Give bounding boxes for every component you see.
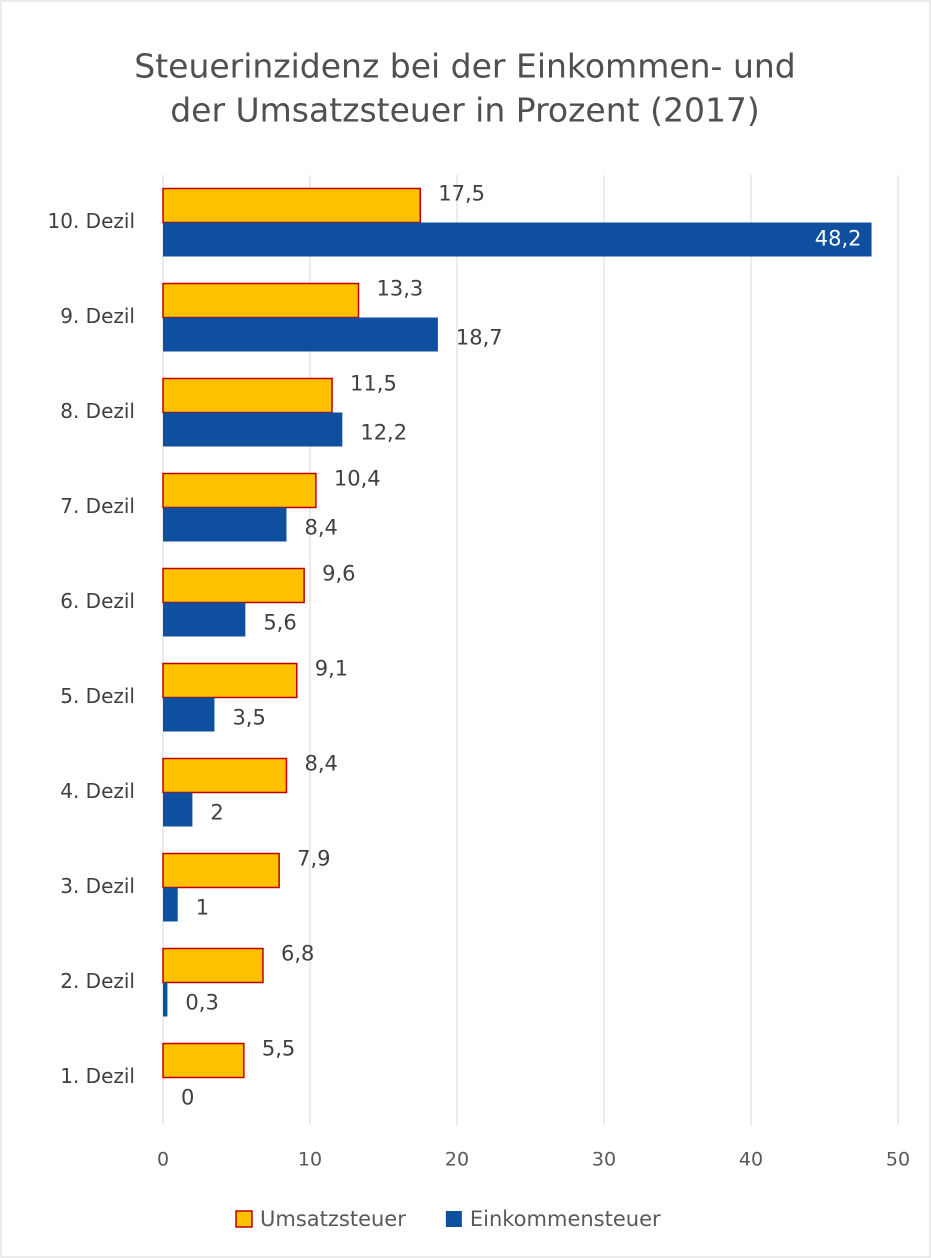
bar [162,187,421,224]
bar [162,377,333,414]
bar [163,792,193,827]
value-label: 48,2 [815,227,862,251]
bar [163,602,246,637]
bar [163,412,343,447]
x-tick-label: 20 [445,1149,469,1171]
bar [163,507,287,542]
value-label: 0 [181,1086,194,1110]
x-tick-label: 40 [739,1149,763,1171]
y-tick-label: 7. Dezil [60,494,135,518]
value-label: 8,4 [304,752,337,776]
value-label: 2 [210,801,223,825]
bar [162,662,298,699]
value-label: 1 [196,896,209,920]
bar [163,317,438,352]
x-tick-label: 30 [592,1149,616,1171]
x-tick-label: 10 [298,1149,322,1171]
bar [163,222,872,257]
bar [162,567,305,604]
bar [162,472,317,509]
value-label: 12,2 [360,421,407,445]
bar [162,757,288,794]
value-label: 5,5 [262,1037,295,1061]
y-tick-label: 1. Dezil [60,1064,135,1088]
bar [163,697,215,732]
value-label: 6,8 [281,942,314,966]
value-label: 18,7 [456,326,503,350]
chart-title: Steuerinzidenz bei der Einkommen- und [134,47,795,86]
value-label: 0,3 [185,991,218,1015]
value-label: 13,3 [377,277,424,301]
bar [163,887,178,922]
y-tick-label: 3. Dezil [60,874,135,898]
bar [162,1042,245,1079]
value-label: 7,9 [297,847,330,871]
bar [162,947,264,984]
x-tick-label: 50 [886,1149,910,1171]
legend-swatch [235,1210,253,1228]
y-tick-label: 8. Dezil [60,399,135,423]
y-tick-label: 10. Dezil [48,209,135,233]
y-tick-label: 5. Dezil [60,684,135,708]
y-tick-label: 4. Dezil [60,779,135,803]
legend-swatch [445,1211,462,1227]
value-label: 9,6 [322,562,355,586]
value-label: 11,5 [350,372,397,396]
value-label: 3,5 [232,706,265,730]
value-label: 10,4 [334,467,381,491]
value-label: 8,4 [304,516,337,540]
y-tick-label: 2. Dezil [60,969,135,993]
value-label: 17,5 [438,182,485,206]
value-label: 9,1 [315,657,348,681]
value-label: 5,6 [263,611,296,635]
legend-label: Einkommensteuer [470,1207,661,1231]
y-tick-label: 9. Dezil [60,304,135,328]
bar [162,282,360,319]
bar [162,852,280,889]
legend-label: Umsatzsteuer [260,1207,406,1231]
x-tick-label: 0 [157,1149,169,1171]
bar [163,982,168,1017]
y-tick-label: 6. Dezil [60,589,135,613]
chart-title: der Umsatzsteuer in Prozent (2017) [170,91,760,130]
